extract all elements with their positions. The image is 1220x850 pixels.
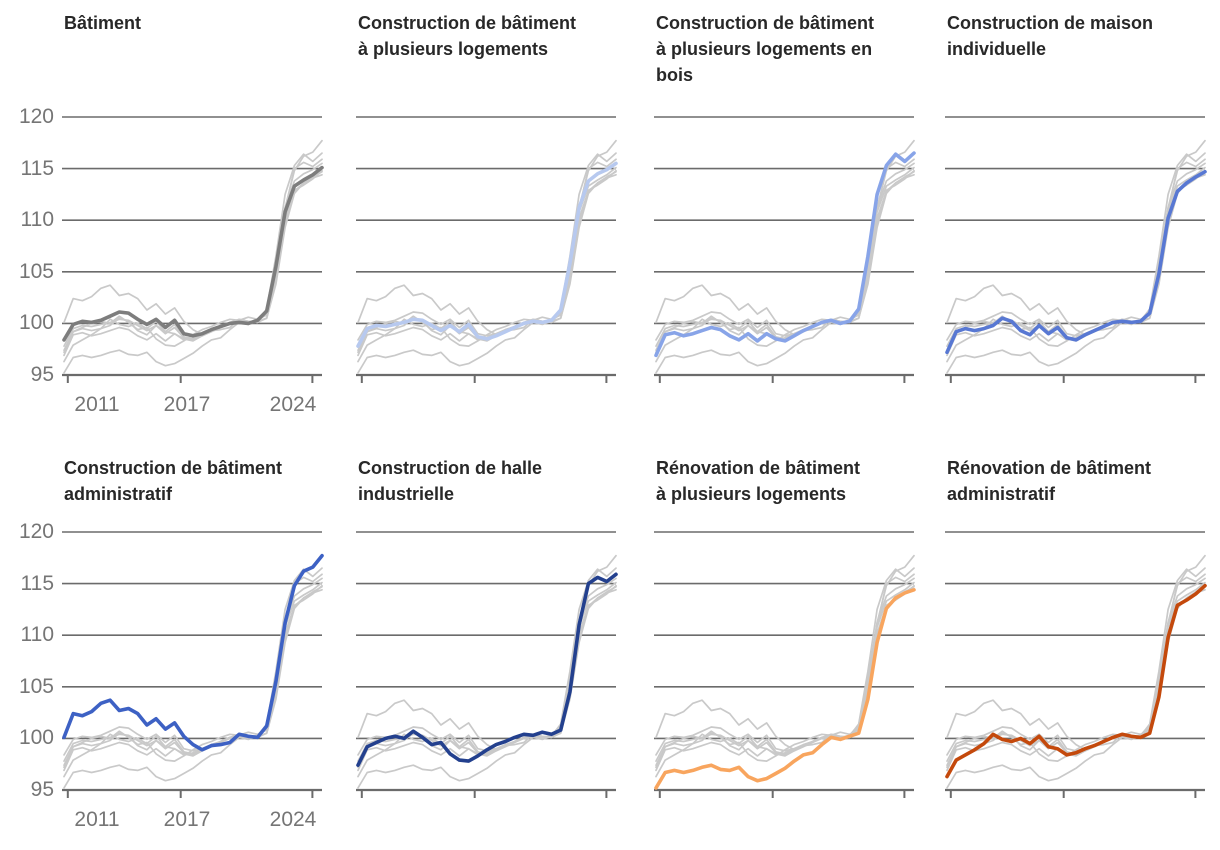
y-axis-tick-label: 110	[20, 623, 54, 646]
x-axis-tick-label: 2017	[163, 808, 211, 831]
y-axis-tick-label: 95	[30, 778, 54, 801]
line-chart-renovation-logements	[654, 531, 916, 798]
line-chart-batiment	[62, 116, 324, 383]
line-chart-plusieurs-logements-bois	[654, 116, 916, 383]
x-axis-tick-label: 2024	[269, 393, 317, 416]
y-axis-tick-label: 100	[18, 726, 54, 749]
panel-title-renovation-administratif: Rénovation de bâtiment administratif	[947, 458, 1152, 504]
x-axis-tick-label: 2017	[163, 393, 211, 416]
panel-title-batiment: Bâtiment	[64, 13, 142, 33]
y-axis-tick-label: 120	[18, 520, 54, 543]
x-axis-tick-label: 2011	[74, 808, 120, 831]
y-axis-tick-label: 100	[18, 311, 54, 334]
y-axis-tick-label: 120	[18, 105, 54, 128]
y-axis-tick-label: 115	[20, 572, 54, 595]
y-axis-tick-label: 115	[20, 157, 54, 180]
panel-title-plusieurs-logements-bois: Construction de bâtiment à plusieurs log…	[656, 13, 875, 85]
y-axis-tick-label: 110	[20, 208, 54, 231]
line-chart-batiment-administratif	[62, 531, 324, 798]
line-chart-renovation-administratif	[945, 531, 1207, 798]
panel-title-batiment-administratif: Construction de bâtiment administratif	[64, 458, 283, 504]
y-axis-tick-label: 95	[30, 363, 54, 386]
panel-title-plusieurs-logements: Construction de bâtiment à plusieurs log…	[358, 13, 577, 59]
panel-title-maison-individuelle: Construction de maison individuelle	[947, 13, 1154, 59]
x-axis-tick-label: 2011	[74, 393, 120, 416]
panel-title-halle-industrielle: Construction de halle industrielle	[358, 458, 543, 504]
x-axis-tick-label: 2024	[269, 808, 317, 831]
line-chart-maison-individuelle	[945, 116, 1207, 383]
y-axis-tick-label: 105	[18, 260, 54, 283]
panel-title-renovation-logements: Rénovation de bâtiment à plusieurs logem…	[656, 458, 861, 504]
line-chart-halle-industrielle	[356, 531, 618, 798]
line-chart-plusieurs-logements	[356, 116, 618, 383]
y-axis-tick-label: 105	[18, 675, 54, 698]
